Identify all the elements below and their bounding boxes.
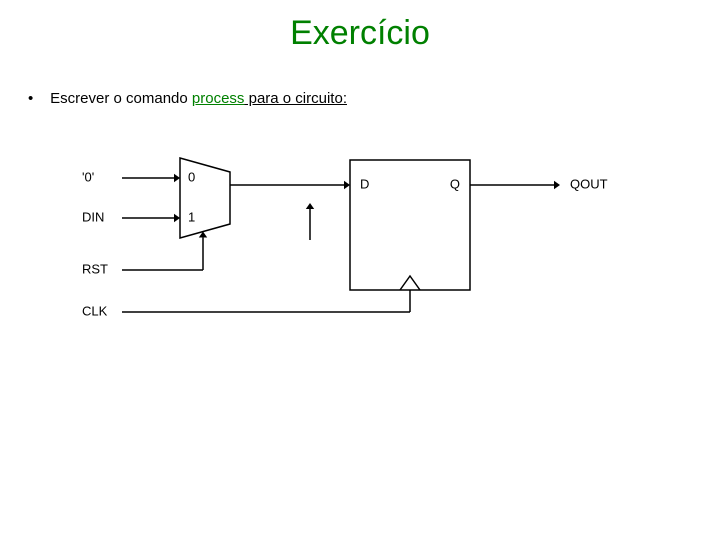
svg-text:RST: RST xyxy=(82,261,108,276)
svg-text:D: D xyxy=(360,176,369,191)
svg-text:Q: Q xyxy=(450,176,460,191)
circuit-diagram: 0 1 D Q '0' DIN RST CLK QOUT xyxy=(70,140,630,360)
bullet-text: • Escrever o comando process para o circ… xyxy=(28,90,347,107)
bullet-keyword: process xyxy=(192,90,245,107)
svg-text:1: 1 xyxy=(188,209,195,224)
svg-text:QOUT: QOUT xyxy=(570,176,608,191)
svg-text:CLK: CLK xyxy=(82,303,108,318)
page-title: Exercício xyxy=(0,14,720,53)
bullet-tail: para o circuito: xyxy=(244,90,347,107)
clock-triangle-icon xyxy=(400,276,420,290)
bullet-lead: Escrever o comando xyxy=(50,90,192,107)
svg-text:0: 0 xyxy=(188,169,195,184)
svg-text:DIN: DIN xyxy=(82,209,104,224)
circuit-svg: 0 1 D Q '0' DIN RST CLK QOUT xyxy=(70,140,630,360)
svg-text:'0': '0' xyxy=(82,169,94,184)
bullet-dot: • xyxy=(28,90,46,107)
